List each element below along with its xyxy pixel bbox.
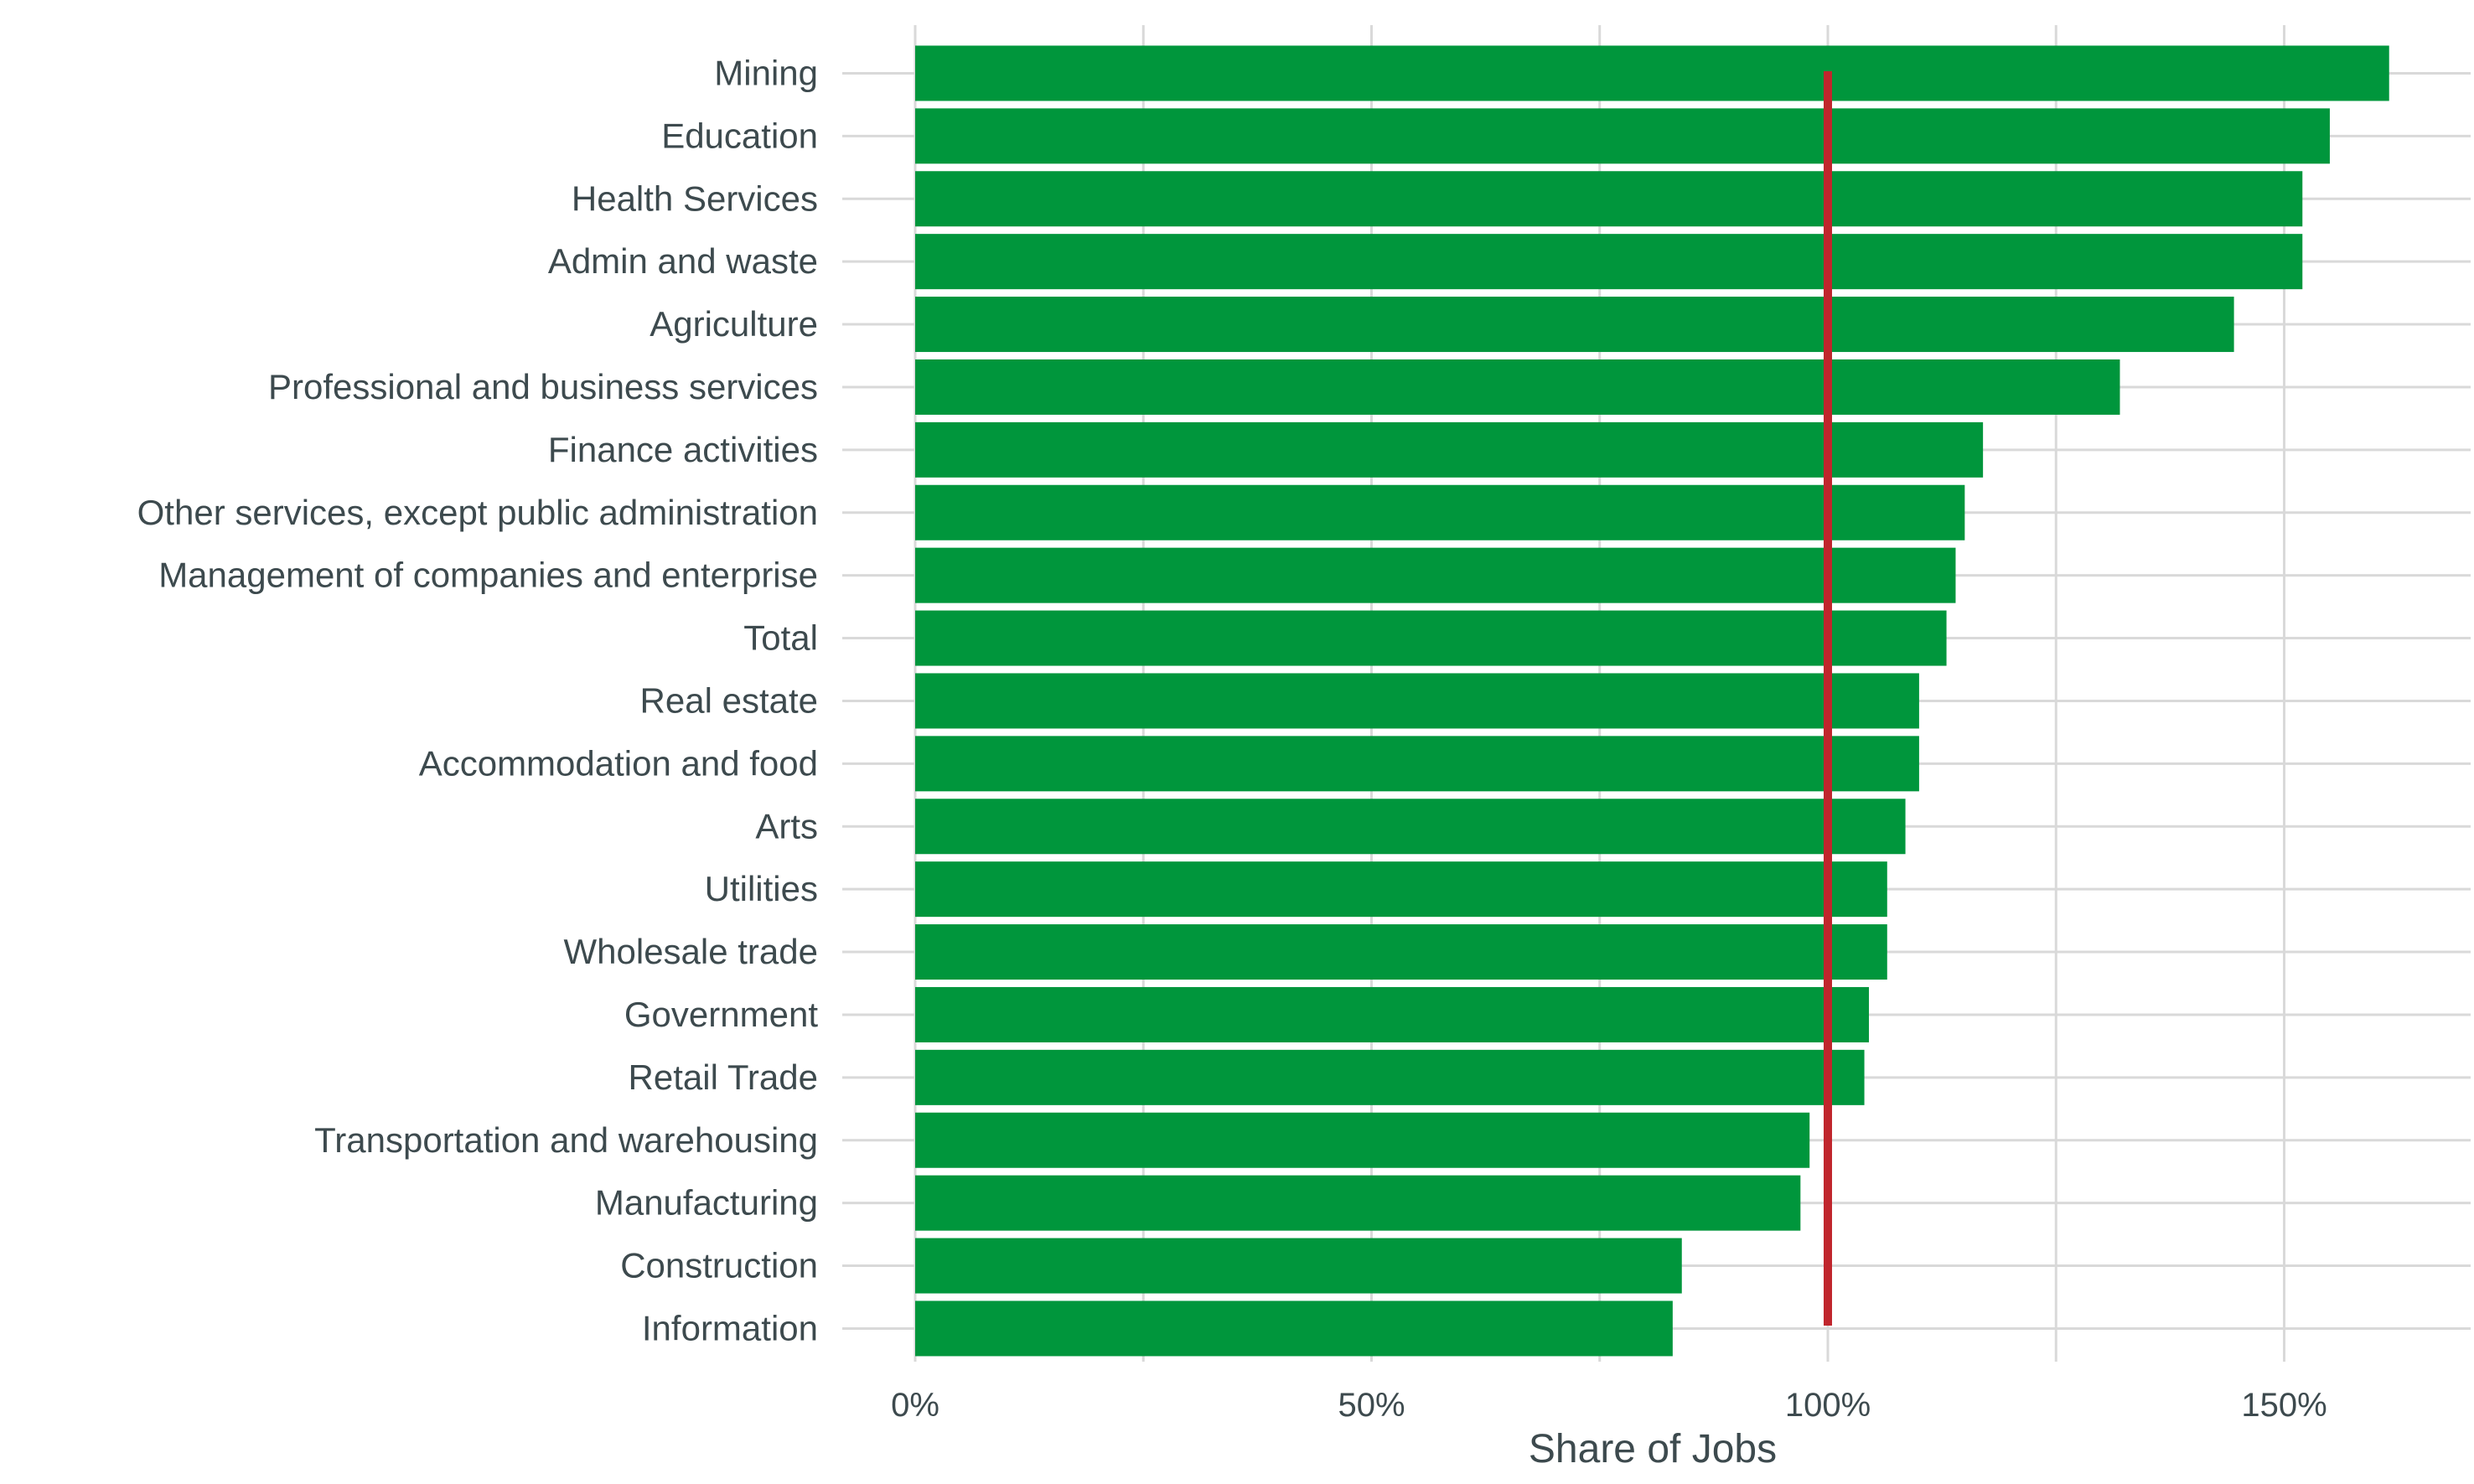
bar-management-of-companies-and-enterprise — [915, 547, 1956, 603]
category-label: Total — [743, 618, 818, 658]
category-label: Management of companies and enterprise — [158, 556, 818, 595]
category-label: Finance activities — [548, 430, 818, 469]
bar-information — [915, 1300, 1673, 1357]
category-label: Utilities — [705, 869, 818, 908]
bar-other-services-except-public-administration — [915, 484, 1965, 540]
category-labels: Mining Education Health Services Admin and … — [137, 53, 819, 1347]
category-label: Arts — [755, 806, 818, 845]
category-label: Construction — [620, 1246, 818, 1285]
bar-government — [915, 986, 1870, 1042]
category-label: Accommodation and food — [419, 743, 818, 783]
x-axis-title: Share of Jobs — [1529, 1427, 1777, 1471]
category-label: Real estate — [640, 680, 818, 720]
bar-wholesale-trade — [915, 924, 1887, 980]
bar-construction — [915, 1238, 1682, 1294]
category-label: Admin and waste — [548, 241, 818, 281]
bar-accommodation-and-food — [915, 736, 1919, 792]
category-label: Wholesale trade — [564, 932, 819, 971]
bars — [915, 45, 2389, 1357]
bar-utilities — [915, 861, 1887, 918]
category-label: Information — [642, 1308, 818, 1347]
category-label: Agriculture — [650, 304, 818, 344]
category-label: Other services, except public administra… — [137, 493, 818, 532]
x-tick-label: 100% — [1785, 1387, 1871, 1424]
bar-retail-trade — [915, 1049, 1865, 1105]
x-tick-labels: 0% 50% 100% 150% — [891, 1387, 2327, 1424]
bar-arts — [915, 799, 1906, 855]
bar-transportation-and-warehousing — [915, 1112, 1810, 1168]
bar-admin-and-waste — [915, 234, 2303, 290]
bar-health-services — [915, 171, 2303, 227]
bar-total — [915, 610, 1947, 666]
bar-education — [915, 108, 2330, 164]
category-label: Transportation and warehousing — [314, 1120, 818, 1160]
x-tick-label: 150% — [2241, 1387, 2326, 1424]
x-tick-label: 50% — [1338, 1387, 1405, 1424]
bar-manufacturing — [915, 1175, 1801, 1231]
bar-agriculture — [915, 297, 2234, 353]
x-tick-label: 0% — [891, 1387, 939, 1424]
category-label: Professional and business services — [268, 367, 818, 406]
category-label: Retail Trade — [629, 1057, 818, 1097]
category-label: Education — [661, 116, 818, 155]
bar-real-estate — [915, 673, 1919, 729]
category-label: Mining — [714, 53, 818, 92]
bar-professional-and-business-services — [915, 359, 2120, 415]
category-label: Manufacturing — [595, 1183, 818, 1223]
category-label: Government — [624, 995, 818, 1034]
category-label: Health Services — [572, 178, 818, 218]
bar-mining — [915, 45, 2389, 101]
bar-finance-activities — [915, 421, 1984, 478]
